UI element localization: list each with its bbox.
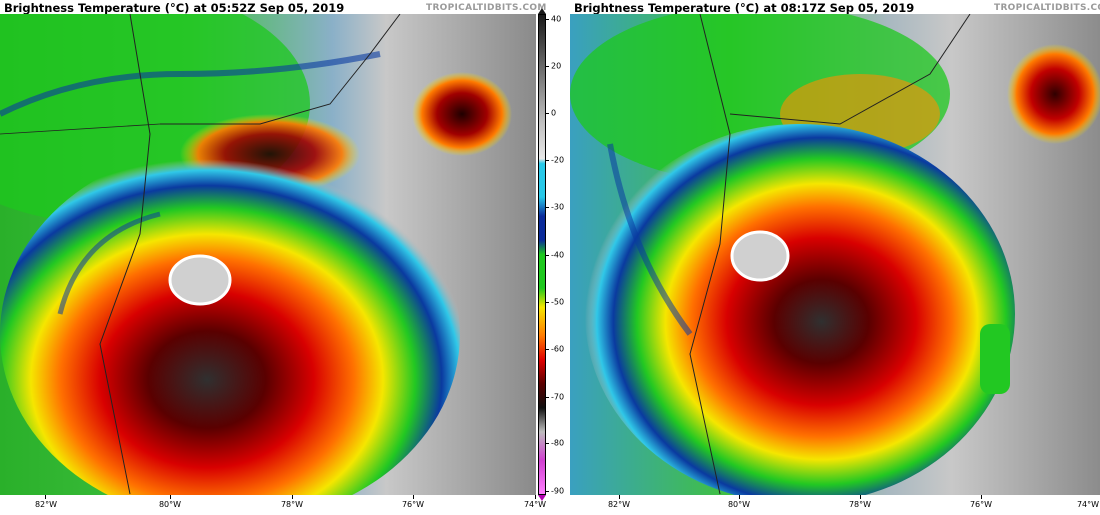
right-panel-credit: TROPICALTIDBITS.COM (994, 3, 1100, 13)
colorbar (538, 14, 546, 495)
left-panel-credit: TROPICALTIDBITS.COM (426, 3, 547, 13)
colorbar-tick (546, 349, 549, 350)
colorbar-tick (546, 113, 549, 114)
colorbar-label: -20 (551, 155, 565, 165)
colorbar-label: -70 (551, 392, 565, 402)
left-panel-title: Brightness Temperature (°C) at 05:52Z Se… (4, 1, 345, 15)
right-lon-label-80w: 80°W (727, 500, 751, 509)
left-satellite-map (0, 14, 536, 495)
colorbar-tick (546, 443, 549, 444)
left-lon-label-82w: 82°W (34, 500, 58, 509)
colorbar-tick (546, 397, 549, 398)
left-satellite-image (0, 14, 536, 495)
colorbar-tick (546, 19, 549, 20)
right-lon-label-76w: 76°W (969, 500, 993, 509)
left-lon-label-76w: 76°W (401, 500, 425, 509)
colorbar-label: -50 (551, 297, 565, 307)
colorbar-label: -90 (551, 486, 565, 496)
right-satellite-image (570, 14, 1100, 495)
right-lon-label-78w: 78°W (848, 500, 872, 509)
colorbar-label: 0 (551, 108, 557, 118)
left-lon-label-78w: 78°W (280, 500, 304, 509)
colorbar-tick (546, 66, 549, 67)
colorbar-tick (546, 255, 549, 256)
colorbar-bottom-arrow (538, 495, 546, 501)
colorbar-tick (546, 207, 549, 208)
colorbar-label: 40 (551, 14, 562, 24)
colorbar-label: -30 (551, 202, 565, 212)
left-lon-label-80w: 80°W (158, 500, 182, 509)
colorbar-label: -80 (551, 438, 565, 448)
colorbar-tick (546, 160, 549, 161)
colorbar-tick (546, 491, 549, 492)
right-lon-label-74w: 74°W (1076, 500, 1100, 509)
right-panel-title: Brightness Temperature (°C) at 08:17Z Se… (574, 1, 915, 15)
left-lon-label-74w: 74°W (523, 500, 547, 509)
left-panel: Brightness Temperature (°C) at 05:52Z Se… (0, 1, 547, 509)
colorbar-top-arrow (538, 8, 546, 14)
colorbar-label: 20 (551, 61, 562, 71)
right-satellite-map (570, 14, 1100, 495)
colorbar-label: -40 (551, 250, 565, 260)
colorbar-tick (546, 302, 549, 303)
right-lon-label-82w: 82°W (607, 500, 631, 509)
colorbar-label: -60 (551, 344, 565, 354)
right-panel: Brightness Temperature (°C) at 08:17Z Se… (570, 0, 1100, 515)
